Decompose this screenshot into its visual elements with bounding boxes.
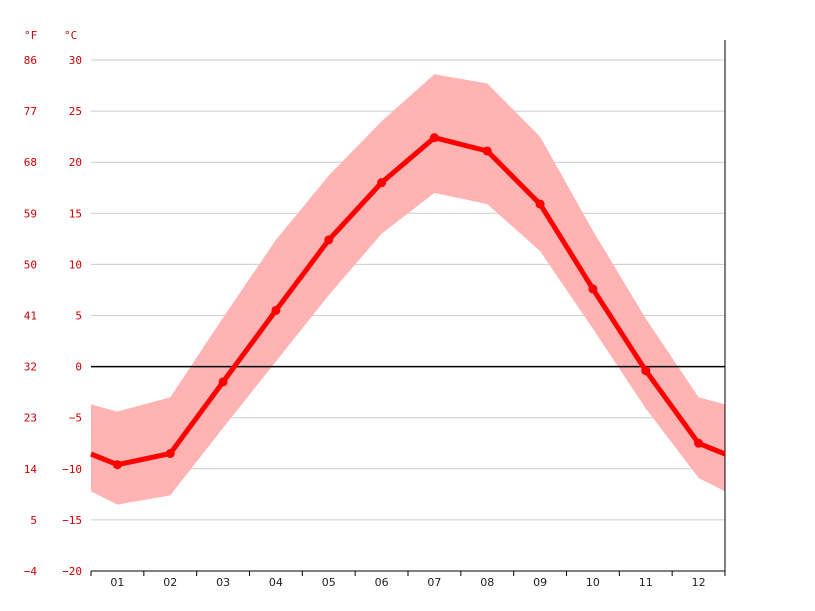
y-tick-label-celsius: −10 xyxy=(62,463,82,476)
unit-label-fahrenheit: °F xyxy=(24,29,37,42)
x-tick-label: 10 xyxy=(586,576,600,589)
y-tick-labels-celsius: 30 25 20 15 10 5 0 −5 −10 −15 −20 xyxy=(62,54,82,578)
y-tick-label-celsius: 10 xyxy=(69,258,82,271)
y-tick-label-celsius: −5 xyxy=(69,412,82,425)
x-tick-label: 09 xyxy=(533,576,547,589)
mean-point xyxy=(218,377,228,387)
y-tick-labels-fahrenheit: 86 77 68 59 50 41 32 23 14 5 −4 xyxy=(24,54,38,578)
y-tick-label-celsius: 20 xyxy=(69,156,82,169)
x-tick-labels: 01 02 03 04 05 06 07 08 09 10 11 12 xyxy=(110,576,705,589)
y-tick-label-fahrenheit: 86 xyxy=(24,54,37,67)
y-tick-label-celsius: −15 xyxy=(62,514,82,527)
y-tick-label-celsius: −20 xyxy=(62,565,82,578)
x-tick-label: 12 xyxy=(692,576,706,589)
y-tick-label-celsius: 30 xyxy=(69,54,82,67)
mean-point xyxy=(377,178,387,188)
x-tick-label: 06 xyxy=(375,576,389,589)
mean-points xyxy=(112,133,704,470)
y-tick-label-celsius: 5 xyxy=(75,310,82,323)
min-max-band xyxy=(91,74,725,505)
mean-point xyxy=(324,235,334,245)
mean-point xyxy=(535,199,545,209)
y-tick-label-fahrenheit: 32 xyxy=(24,361,37,374)
mean-point xyxy=(271,305,281,315)
y-tick-label-fahrenheit: 50 xyxy=(24,258,37,271)
y-tick-label-celsius: 15 xyxy=(69,207,82,220)
y-tick-label-fahrenheit: 68 xyxy=(24,156,37,169)
mean-point xyxy=(588,284,598,294)
x-tick-label: 11 xyxy=(639,576,653,589)
y-tick-label-celsius: 0 xyxy=(75,361,82,374)
y-tick-label-fahrenheit: 59 xyxy=(24,207,37,220)
x-tick-label: 07 xyxy=(427,576,441,589)
y-tick-label-celsius: 25 xyxy=(69,105,82,118)
unit-label-celsius: °C xyxy=(64,29,77,42)
mean-point xyxy=(429,133,439,143)
x-tick-label: 02 xyxy=(163,576,177,589)
y-tick-label-fahrenheit: 41 xyxy=(24,310,37,323)
mean-point xyxy=(641,366,651,376)
x-tick-label: 05 xyxy=(322,576,336,589)
axes xyxy=(90,40,726,576)
mean-point xyxy=(694,438,704,448)
x-tick-label: 01 xyxy=(110,576,124,589)
mean-point xyxy=(165,448,175,458)
x-tick-label: 03 xyxy=(216,576,230,589)
y-tick-label-fahrenheit: 77 xyxy=(24,105,37,118)
mean-point xyxy=(482,146,492,156)
x-tick-label: 08 xyxy=(480,576,494,589)
y-tick-label-fahrenheit: 14 xyxy=(24,463,38,476)
mean-point xyxy=(112,460,122,470)
y-tick-label-fahrenheit: 23 xyxy=(24,412,37,425)
mean-temperature-line xyxy=(90,135,726,468)
x-tick-label: 04 xyxy=(269,576,283,589)
y-tick-label-fahrenheit: 5 xyxy=(30,514,37,527)
y-tick-label-fahrenheit: −4 xyxy=(24,565,38,578)
